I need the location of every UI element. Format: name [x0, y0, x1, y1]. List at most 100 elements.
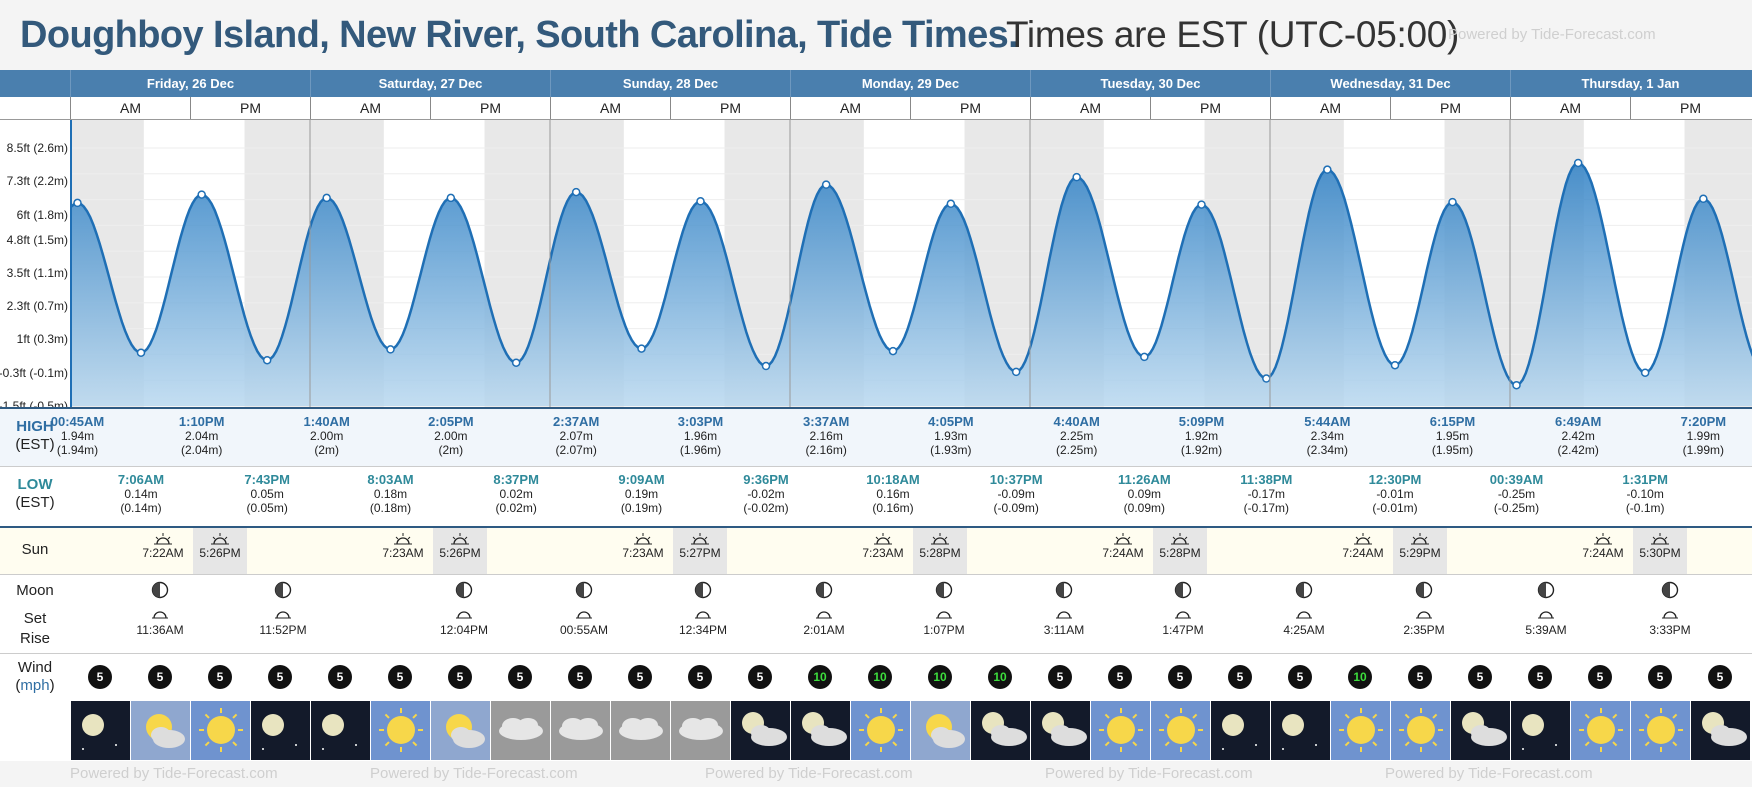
tide-time: 8:37PM [493, 472, 539, 487]
sunset-icon [193, 532, 247, 546]
sunset-icon [1153, 532, 1207, 546]
tide-m: -0.09m [997, 487, 1035, 501]
high-tide-entry: 00:45AM 1.94m (1.94m) [46, 415, 110, 458]
low-tide-entry: 1:31PM -0.10m (-0.1m) [1613, 473, 1677, 516]
wind-unit-label: (mph) [15, 677, 55, 694]
moonset-icon [275, 611, 291, 619]
high-tide-point [1323, 165, 1332, 174]
tide-mm: (2.07m) [555, 443, 597, 457]
sunrise-time: 7:23AM [622, 546, 664, 560]
moon-row: Moon Set Rise 11:36AM 11:52PM 12:04PM 00:55… [0, 574, 1752, 653]
wind-speed: 5 [1708, 665, 1732, 689]
tide-m: 2.25m [1059, 429, 1094, 443]
tide-m: 1.99m [1686, 429, 1720, 443]
cloud-icon [551, 701, 610, 760]
high-tide-point [1573, 158, 1583, 168]
wind-speed: 5 [268, 665, 292, 689]
tide-time: 11:38PM [1240, 472, 1293, 487]
sunrise: 7:22AM [136, 528, 190, 574]
low-tide-point [1140, 352, 1149, 362]
high-tide-entry: 3:03PM 1.96m (1.96m) [669, 415, 733, 458]
high-tide-entry: 6:49AM 2.42m (2.42m) [1546, 415, 1610, 458]
tide-mm: (1.95m) [1431, 443, 1474, 457]
moon-entry: 3:11AM [1034, 581, 1094, 637]
tide-mm: (2.04m) [180, 443, 223, 457]
moon-phase-icon [1537, 581, 1555, 599]
high-tide-point [446, 193, 456, 203]
high-tide-entry: 5:09PM 1.92m (1.92m) [1170, 415, 1234, 458]
tide-mm: (0.18m) [369, 501, 412, 515]
moon-entry: 12:04PM [434, 581, 494, 637]
moon-night-icon [71, 701, 130, 760]
wind-speed: 5 [148, 665, 172, 689]
moonset-icon [816, 611, 832, 619]
am-label: AM [1030, 97, 1150, 119]
moon-entry: 12:34PM [673, 581, 733, 637]
day-header-label: Wednesday, 31 Dec [1270, 70, 1510, 97]
day-header-label: Tuesday, 30 Dec [1030, 70, 1270, 97]
mph-link[interactable]: mph [20, 677, 50, 694]
am-label: AM [310, 97, 430, 119]
moonset-icon [1538, 611, 1554, 619]
high-tide-point [1072, 172, 1081, 182]
wind-speed: 5 [1228, 665, 1252, 689]
wind-speed: 5 [448, 665, 472, 689]
low-tide-entry: 00:39AM -0.25m (-0.25m) [1485, 473, 1549, 516]
moon-night-icon [1511, 701, 1570, 760]
moonset-icon [1662, 611, 1678, 619]
footer: Powered by Tide-Forecast.com Powered by T… [0, 761, 1752, 787]
low-tide-entry: 7:43PM 0.05m (0.05m) [235, 473, 299, 516]
tide-m: 2.07m [559, 429, 593, 443]
tide-m: -0.10m [1626, 487, 1664, 501]
tide-mm: (0.14m) [120, 501, 162, 515]
sunset-icon [1633, 532, 1687, 546]
low-tide-entry: 11:26AM 0.09m (0.09m) [1112, 473, 1176, 516]
timezone-note: Times are EST (UTC-05:00) [1006, 14, 1460, 55]
low-tide-entry: 12:30PM -0.01m (-0.01m) [1363, 473, 1427, 516]
day-header: Friday, 26 Dec Saturday, 27 Dec Sunday, 28… [0, 70, 1752, 97]
moonset-icon [1296, 611, 1312, 619]
low-tide-entry: 10:37PM -0.09m (-0.09m) [984, 473, 1048, 516]
sunset: 5:30PM [1633, 528, 1687, 574]
sunrise-time: 7:23AM [382, 546, 424, 560]
high-tide-point [946, 199, 956, 209]
tide-m: 0.19m [624, 487, 659, 501]
moon-phase-icon [455, 581, 473, 599]
wind-speed: 5 [1528, 665, 1552, 689]
sunrise-time: 7:22AM [142, 546, 184, 560]
sunset: 5:28PM [913, 528, 967, 574]
low-tz-label: (EST) [15, 494, 55, 511]
day-header-label: Friday, 26 Dec [70, 70, 310, 97]
y-axis-tick: 2.3ft (0.7m) [6, 299, 68, 314]
moon-time: 11:52PM [259, 623, 307, 637]
wind-speed: 10 [928, 665, 952, 689]
wind-speed: 10 [808, 665, 832, 689]
wind-speed: 5 [628, 665, 652, 689]
wind-speed: 5 [568, 665, 592, 689]
tide-m: 0.14m [124, 487, 158, 501]
sun-icon [1091, 701, 1150, 760]
moon-cloud-icon [791, 701, 850, 760]
sun-icon [1151, 701, 1210, 760]
tide-mm: (-0.25m) [1493, 501, 1540, 515]
y-axis-tick: -0.3ft (-0.1m) [0, 365, 68, 380]
sunrise: 7:23AM [376, 528, 430, 574]
low-tide-point [761, 361, 771, 371]
high-tide-entry: 4:05PM 1.93m (1.93m) [919, 415, 983, 458]
tide-m: 0.02m [499, 487, 533, 501]
tide-time: 10:18AM [866, 472, 920, 487]
am-label: AM [1270, 97, 1390, 119]
moon-cloud-icon [1691, 701, 1750, 760]
sunset-time: 5:27PM [679, 546, 721, 560]
sunset: 5:26PM [433, 528, 487, 574]
tide-mm: (2m) [438, 443, 464, 457]
low-tide-entry: 11:38PM -0.17m (-0.17m) [1234, 472, 1298, 516]
tide-mm: (0.16m) [872, 501, 914, 515]
sunrise: 7:23AM [856, 528, 910, 574]
tide-time: 1:10PM [178, 414, 225, 429]
tide-mm: (-0.02m) [743, 501, 789, 515]
y-axis-tick: 4.8ft (1.5m) [6, 232, 68, 247]
cloud-sun-icon [431, 701, 490, 760]
moon-phase-icon [151, 581, 169, 599]
tide-m: 2.00m [309, 429, 344, 443]
